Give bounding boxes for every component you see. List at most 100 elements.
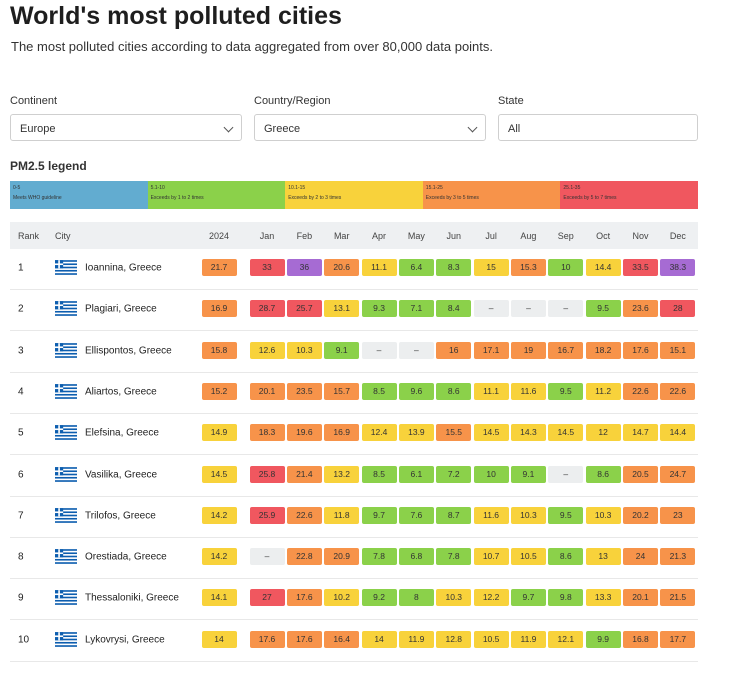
pm25-cell: 8.6 xyxy=(436,382,472,400)
pm25-cell: 10 xyxy=(473,465,509,483)
flag-icon xyxy=(55,590,77,606)
legend-description: Exceeds by 2 to 3 times xyxy=(288,195,342,201)
pm25-cell: 14.1 xyxy=(201,589,237,607)
pm25-cell: 10.5 xyxy=(473,630,509,648)
pm25-cell: 10.3 xyxy=(436,589,472,607)
pm25-cell: 14.2 xyxy=(201,506,237,524)
pm25-cell: 27 xyxy=(249,589,285,607)
city-name: Ioannina, Greece xyxy=(85,262,162,274)
pm25-cell: 20.9 xyxy=(324,548,360,566)
pm25-cell: 23.6 xyxy=(623,300,658,318)
column-header: Jun xyxy=(446,231,461,241)
pm25-cell: 19.6 xyxy=(286,424,322,442)
pm25-cell: 22.6 xyxy=(660,382,696,400)
legend-title: PM2.5 legend xyxy=(10,159,87,173)
pm25-cell: 13.9 xyxy=(398,424,434,442)
legend-range: 0-5 xyxy=(13,185,21,191)
pm25-cell: 11.2 xyxy=(585,382,621,400)
pm25-cell: 33 xyxy=(249,259,285,276)
column-header: May xyxy=(407,231,425,241)
pm25-cell: 12.4 xyxy=(361,424,397,442)
pm25-cell: 23 xyxy=(660,506,696,524)
pm25-cell: 11.9 xyxy=(510,630,546,648)
pm25-cell: 16 xyxy=(436,341,472,359)
pm25-cell: – xyxy=(473,300,509,318)
pm25-cell: 8.6 xyxy=(585,465,621,483)
pm25-cell: 22.8 xyxy=(286,548,322,566)
legend-description: Exceeds by 1 to 2 times xyxy=(150,195,204,201)
pm25-cell: 9.5 xyxy=(585,300,621,318)
column-header: Aug xyxy=(520,231,537,241)
legend-item: 25.1-35 Exceeds by 5 to 7 times xyxy=(560,181,698,209)
pm25-cell: 8.7 xyxy=(436,506,472,524)
city-name: Vasilika, Greece xyxy=(85,469,158,480)
pm25-cell: 15.2 xyxy=(201,382,237,400)
pm25-cell: 16.8 xyxy=(623,630,658,648)
rank-cell: 6 xyxy=(18,469,24,480)
pm25-cell: 10.5 xyxy=(510,548,546,566)
legend-description: Exceeds by 5 to 7 times xyxy=(563,195,617,201)
filter-label: Continent xyxy=(10,95,58,107)
pm25-cell: 22.6 xyxy=(623,382,658,400)
flag-icon xyxy=(55,260,77,275)
legend-item: 0-5 Meets WHO guideline xyxy=(10,181,148,209)
pm25-cell: 14.9 xyxy=(201,424,237,442)
pm25-cell: 28 xyxy=(660,300,696,318)
column-header: Sep xyxy=(557,231,574,241)
pm25-cell: 17.6 xyxy=(623,341,658,359)
pm25-cell: 24.7 xyxy=(660,465,696,483)
pm25-cell: 21.7 xyxy=(201,259,237,276)
pm25-cell: 9.2 xyxy=(361,589,397,607)
pm25-cell: 17.1 xyxy=(473,341,509,359)
pm25-cell: 13.1 xyxy=(324,300,360,318)
flag-icon xyxy=(55,631,77,647)
column-header: Jan xyxy=(259,231,275,241)
pm25-cell: 6.8 xyxy=(398,548,434,566)
pm25-cell: – xyxy=(548,300,584,318)
pm25-cell: 15.1 xyxy=(660,341,696,359)
pm25-cell: 11.6 xyxy=(510,382,546,400)
pm25-cell: 8 xyxy=(398,589,434,607)
table-row xyxy=(10,249,698,290)
column-header: Nov xyxy=(632,231,649,241)
column-header: Apr xyxy=(372,231,387,241)
pm25-cell: 16.7 xyxy=(548,341,584,359)
filter-dropdown[interactable]: Europe xyxy=(10,114,242,141)
pm25-cell: 14.4 xyxy=(660,424,696,442)
rank-cell: 4 xyxy=(18,386,24,398)
table-row xyxy=(10,497,698,538)
pm25-cell: 18.2 xyxy=(585,341,621,359)
pm25-cell: 8.5 xyxy=(361,465,397,483)
pm25-cell: 25.9 xyxy=(249,506,285,524)
filter-dropdown[interactable]: All xyxy=(498,114,698,141)
pm25-cell: 11.8 xyxy=(324,506,360,524)
rank-cell: 3 xyxy=(18,345,24,357)
pm25-cell: 12.8 xyxy=(436,630,472,648)
pm25-cell: 8.3 xyxy=(436,259,472,276)
column-header: Oct xyxy=(596,231,611,241)
pm25-cell: 33.5 xyxy=(623,259,658,276)
pm25-cell: 13.2 xyxy=(324,465,360,483)
flag-icon xyxy=(55,384,77,399)
city-name: Trilofos, Greece xyxy=(85,510,156,522)
table-row xyxy=(10,579,698,621)
pm25-cell: 6.1 xyxy=(398,465,434,483)
pm25-cell: 15.5 xyxy=(436,424,472,442)
page-subtitle: The most polluted cities according to da… xyxy=(11,39,494,54)
city-name: Lykovrysi, Greece xyxy=(85,634,165,646)
filter-dropdown[interactable]: Greece xyxy=(254,114,486,141)
pm25-cell: 12 xyxy=(585,424,621,442)
rank-cell: 2 xyxy=(18,303,24,315)
pm25-cell: 21.5 xyxy=(660,589,696,607)
pm25-cell: 7.2 xyxy=(436,465,472,483)
rank-cell: 7 xyxy=(18,510,24,522)
pm25-cell: 15.3 xyxy=(510,259,546,276)
column-header: Jul xyxy=(485,231,497,241)
flag-icon xyxy=(55,301,77,317)
pm25-cell: 20.6 xyxy=(324,259,360,276)
flag-icon xyxy=(55,425,77,441)
filter-label: Country/Region xyxy=(254,95,331,107)
pm25-cell: 13.3 xyxy=(585,589,621,607)
pm25-cell: 21.4 xyxy=(286,465,322,483)
